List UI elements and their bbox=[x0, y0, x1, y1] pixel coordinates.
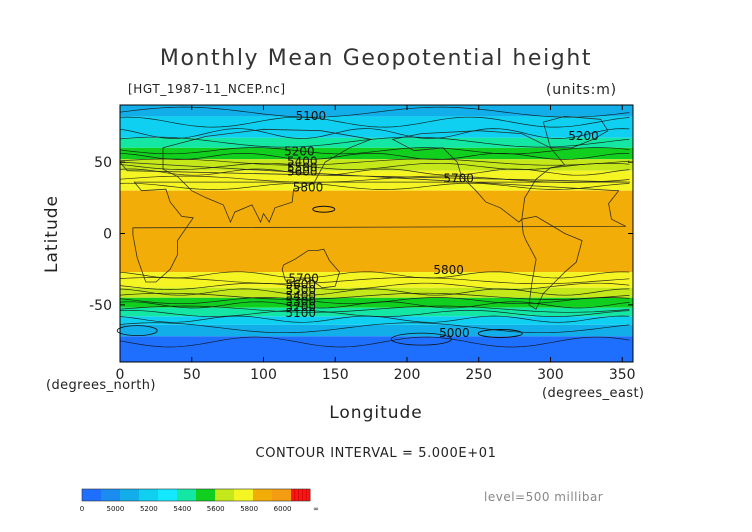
lat-band bbox=[120, 324, 633, 337]
contour-label: 5600 bbox=[287, 165, 318, 179]
contour-line bbox=[119, 282, 630, 290]
lat-band bbox=[120, 336, 633, 362]
units-label: (units:m) bbox=[546, 82, 617, 98]
contour-label: 5400 bbox=[286, 289, 317, 303]
contour-line bbox=[119, 301, 630, 309]
contour-label: 5000 bbox=[439, 326, 470, 340]
x-tick-label: 100 bbox=[250, 367, 277, 383]
colorbar-swatch bbox=[215, 489, 235, 501]
coastline bbox=[162, 128, 373, 224]
x-tick-label: 0 bbox=[116, 367, 125, 383]
colorbar-tick-label: 5000 bbox=[107, 505, 125, 513]
contour-line bbox=[119, 336, 630, 348]
colorbar-tick-label: 5400 bbox=[173, 505, 191, 513]
contour-label: 5700 bbox=[443, 172, 474, 186]
x-tick-label: 300 bbox=[537, 367, 564, 383]
colorbar-swatch bbox=[253, 489, 273, 501]
closed-contour bbox=[116, 325, 158, 336]
contour-line bbox=[119, 277, 630, 285]
contour-line bbox=[119, 158, 630, 166]
file-label: [HGT_1987-11_NCEP.nc] bbox=[128, 82, 286, 96]
x-axis-label: Longitude bbox=[0, 403, 752, 423]
contour-line bbox=[119, 271, 630, 279]
lat-band bbox=[120, 287, 633, 298]
contour-label: 5400 bbox=[287, 155, 318, 169]
contour-line bbox=[119, 288, 630, 296]
contour-line bbox=[119, 162, 630, 170]
coastline bbox=[119, 161, 631, 283]
lat-band bbox=[120, 307, 633, 317]
x-tick-label: 250 bbox=[465, 367, 492, 383]
colorbar-tick-label: 5200 bbox=[140, 505, 158, 513]
y-tick-label: 50 bbox=[94, 155, 112, 171]
contour-line bbox=[119, 305, 630, 313]
contour-interval-text: CONTOUR INTERVAL = 5.000E+01 bbox=[255, 446, 497, 461]
colorbar-swatch bbox=[291, 489, 311, 501]
contour-line bbox=[119, 322, 630, 334]
colorbar-swatch bbox=[196, 489, 216, 501]
lat-band bbox=[120, 190, 633, 273]
contour-label: 5300 bbox=[286, 295, 317, 309]
contour-line bbox=[119, 168, 630, 176]
lat-band bbox=[120, 159, 633, 171]
contour-line bbox=[119, 106, 630, 118]
x-tick-label: 350 bbox=[609, 367, 636, 383]
x-tick-label: 150 bbox=[322, 367, 349, 383]
closed-contour bbox=[390, 332, 452, 346]
lat-band bbox=[120, 272, 633, 288]
colorbar-tick-label: ∞ bbox=[313, 505, 319, 513]
colorbar-swatch bbox=[101, 489, 121, 501]
lat-band bbox=[120, 137, 633, 148]
contour-line bbox=[119, 147, 630, 155]
contour-label: 5800 bbox=[433, 263, 464, 277]
colorbar-tick-label: 6000 bbox=[274, 505, 292, 513]
y-tick-label: -50 bbox=[89, 298, 112, 314]
coastline bbox=[521, 215, 583, 310]
x-axis-label-text: Longitude bbox=[329, 403, 423, 423]
contour-label: 5100 bbox=[286, 306, 317, 320]
colorbar-swatch bbox=[272, 489, 292, 501]
contour-line bbox=[119, 292, 630, 300]
colorbar-swatch bbox=[234, 489, 254, 501]
contour-label: 5200 bbox=[568, 129, 599, 143]
colorbar-swatch bbox=[177, 489, 197, 501]
contour-line bbox=[119, 136, 630, 148]
colorbar-swatch bbox=[158, 489, 178, 501]
level-text: level=500 millibar bbox=[484, 490, 604, 504]
y-unit-label: (degrees_north) bbox=[46, 378, 156, 393]
colorbar-swatch bbox=[82, 489, 102, 501]
contour-line bbox=[119, 152, 630, 160]
colorbar-tick-label: 5600 bbox=[207, 505, 225, 513]
lat-band bbox=[120, 316, 633, 325]
colorbar-frame bbox=[81, 488, 311, 502]
contour-label: 5500 bbox=[287, 160, 318, 174]
colorbar-swatch bbox=[139, 489, 159, 501]
coastline bbox=[281, 248, 340, 289]
contour-line bbox=[119, 182, 630, 190]
colorbar-tick-label: 5800 bbox=[240, 505, 258, 513]
contour-label: 5500 bbox=[286, 283, 317, 297]
contour-label: 5100 bbox=[296, 109, 327, 123]
colorbar-swatch bbox=[120, 489, 140, 501]
contour-label: 5200 bbox=[284, 145, 315, 159]
x-tick-label: 200 bbox=[394, 367, 421, 383]
x-tick-label: 50 bbox=[183, 367, 201, 383]
contour-label: 5800 bbox=[293, 180, 324, 194]
contour-label: 5600 bbox=[286, 277, 317, 291]
contour-label: 5700 bbox=[288, 272, 319, 286]
y-tick-label: 0 bbox=[103, 227, 112, 243]
chart-title: Monthly Mean Geopotential height bbox=[159, 46, 593, 71]
closed-contour bbox=[312, 205, 336, 213]
contour-label: 5200 bbox=[286, 300, 317, 314]
coastline bbox=[542, 115, 609, 149]
closed-contour bbox=[477, 328, 523, 338]
lat-band bbox=[120, 105, 633, 117]
x-unit-label: (degrees_east) bbox=[542, 386, 645, 401]
colorbar-tick-label: 0 bbox=[80, 505, 84, 513]
contour-line bbox=[119, 128, 630, 139]
contour-line bbox=[119, 315, 630, 323]
